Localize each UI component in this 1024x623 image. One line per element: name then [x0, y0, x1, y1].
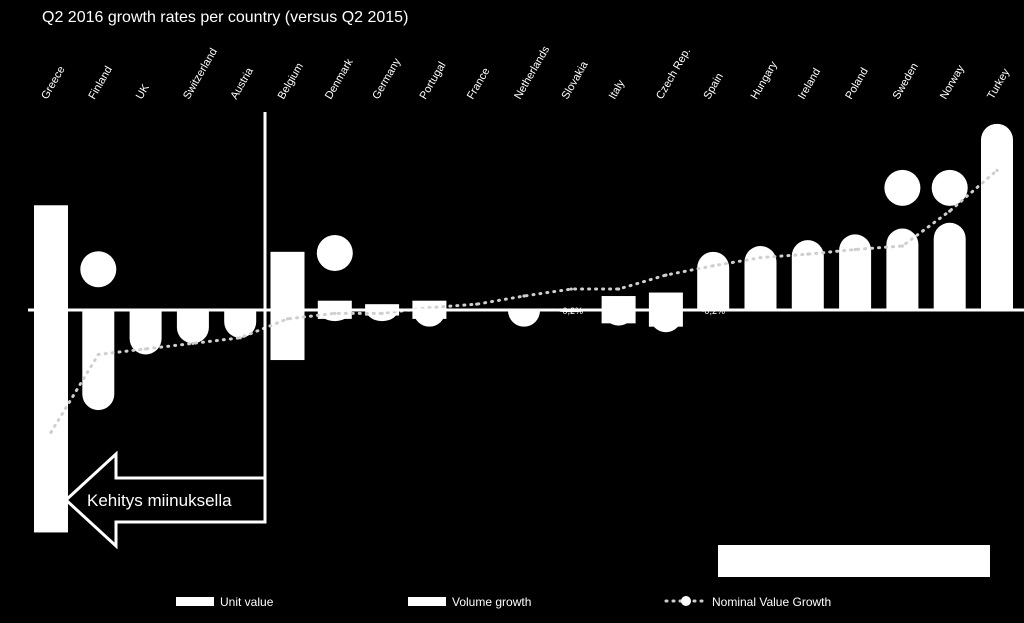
- negative-arrow-box: [63, 450, 267, 550]
- volume-bar-belgium: [271, 310, 304, 361]
- blank-box: [718, 545, 990, 577]
- volume-bar-italy: [602, 310, 635, 326]
- nominal-point-greece: [49, 430, 53, 434]
- nominal-point-czech-rep: [664, 273, 668, 277]
- volume-bar-netherlands: [508, 310, 540, 327]
- volume-bar-poland: [839, 234, 872, 310]
- marker-circle-norway: [931, 169, 968, 206]
- volume-bar-denmark: [318, 310, 351, 322]
- volume-bar-sweden: [886, 228, 919, 310]
- volume-bar-uk: [129, 310, 162, 355]
- legend-swatch-unit-value: [176, 597, 214, 606]
- annotation-layer: Kehitys miinuksella: [63, 112, 267, 550]
- nominal-point-france: [475, 302, 479, 306]
- annotation-text: Kehitys miinuksella: [87, 491, 232, 510]
- volume-bar-czech-rep: [649, 310, 682, 333]
- nominal-point-germany: [380, 311, 384, 315]
- legend: Unit value Volume growth Nominal Value Gro…: [176, 595, 831, 609]
- marker-circle-finland: [80, 251, 117, 288]
- nominal-point-slovakia: [569, 287, 573, 291]
- nominal-point-switzerland: [191, 341, 195, 345]
- nominal-point-denmark: [333, 311, 337, 315]
- nominal-point-hungary: [758, 256, 763, 260]
- nominal-point-poland: [853, 247, 857, 252]
- volume-bar-switzerland: [176, 310, 209, 344]
- legend-swatch-volume-growth: [408, 597, 446, 606]
- nominal-point-uk: [144, 347, 148, 351]
- nominal-point-portugal: [427, 306, 431, 310]
- marker-circle-denmark: [316, 234, 353, 271]
- legend-label-volume-growth: Volume growth: [452, 595, 531, 609]
- volume-bar-finland: [82, 310, 115, 411]
- volume-bar-austria: [224, 310, 257, 338]
- nominal-point-italy: [617, 287, 621, 291]
- marker-circle-sweden: [884, 169, 921, 206]
- nominal-point-sweden: [900, 244, 905, 248]
- nominal-point-finland: [96, 352, 100, 357]
- nominal-point-netherlands: [522, 294, 526, 298]
- nominal-point-austria: [238, 336, 242, 340]
- nominal-point-turkey: [995, 168, 999, 172]
- unit-value-bar-greece: [34, 205, 68, 533]
- nominal-point-ireland: [806, 252, 810, 256]
- chart-title: Q2 2016 growth rates per country (versus…: [42, 9, 408, 26]
- volume-bar-spain: [697, 251, 730, 310]
- nominal-point-belgium: [285, 317, 290, 321]
- volume-bar-turkey: [981, 123, 1013, 310]
- legend-swatch-nominal-value-growth: [664, 596, 708, 606]
- nominal-point-norway: [948, 209, 952, 213]
- legend-label-unit-value: Unit value: [220, 595, 274, 609]
- nominal-point-spain: [711, 264, 715, 268]
- volume-bar-portugal: [413, 310, 446, 327]
- volume-bar-norway: [933, 222, 966, 310]
- legend-label-nominal-value-growth: Nominal Value Growth: [712, 595, 831, 609]
- volume-bar-ireland: [791, 240, 824, 310]
- nominal-value-growth-line: [49, 168, 999, 434]
- volume-bar-hungary: [744, 246, 777, 310]
